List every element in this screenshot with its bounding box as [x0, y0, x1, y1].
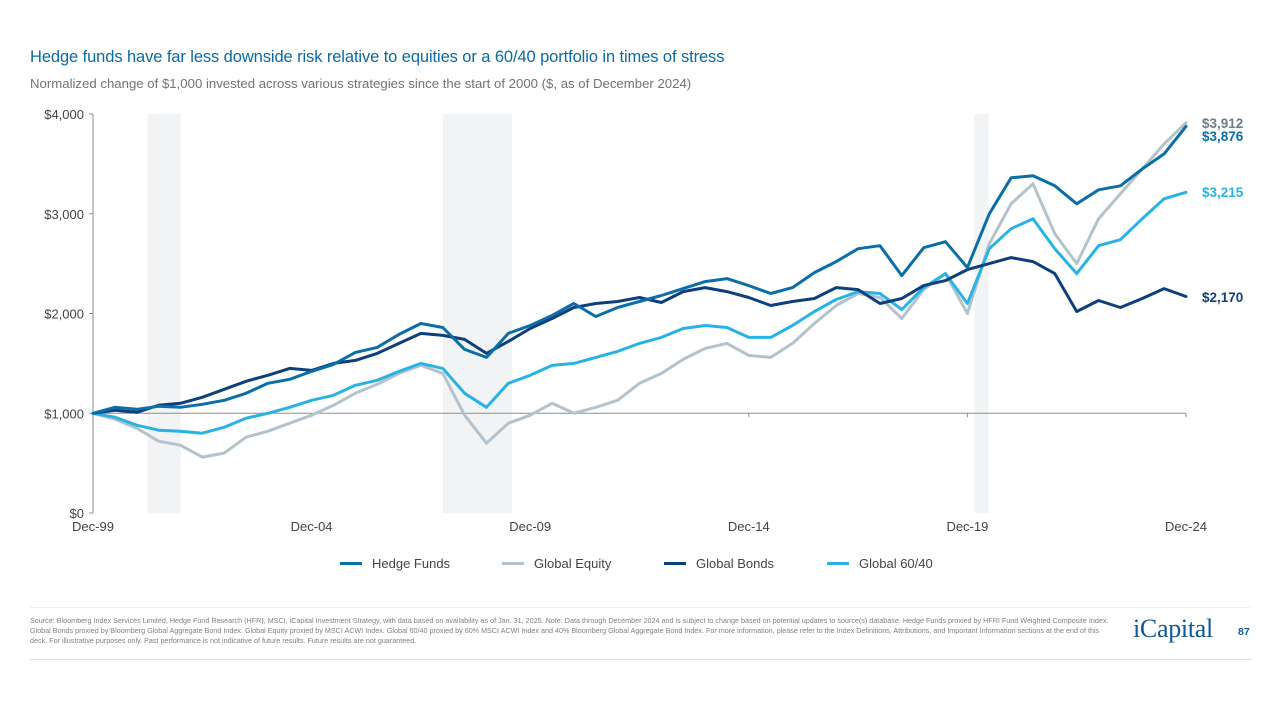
- end-label-global-bonds: $2,170: [1202, 290, 1243, 305]
- legend-label: Global 60/40: [859, 556, 933, 571]
- icapital-logo: iCapital: [1133, 614, 1213, 643]
- shaded-period: [974, 114, 989, 513]
- y-tick-label: $3,000: [44, 207, 84, 222]
- y-tick-label: $1,000: [44, 406, 84, 421]
- source-footnote: Source: Bloomberg Index Services Limited…: [30, 616, 1109, 645]
- series-line-hedge-funds: [91, 124, 1188, 415]
- legend-item-global-equity: Global Equity: [502, 556, 611, 571]
- x-tick-label: Dec-19: [946, 519, 988, 534]
- legend: Hedge Funds Global Equity Global Bonds G…: [0, 556, 1280, 578]
- footer-divider: [30, 659, 1252, 660]
- x-tick-label: Dec-14: [728, 519, 770, 534]
- shaded-period: [147, 114, 181, 513]
- legend-item-hedge-funds: Hedge Funds: [340, 556, 450, 571]
- shaded-periods: [147, 114, 989, 513]
- page-number: 87: [1238, 626, 1250, 638]
- y-tick-label: $2,000: [44, 307, 84, 322]
- y-tick-label: $0: [70, 506, 84, 521]
- chart-title: Hedge funds have far less downside risk …: [30, 48, 725, 66]
- end-label-global-equity: $3,912: [1202, 116, 1243, 131]
- end-label-hedge-funds: $3,876: [1202, 129, 1244, 144]
- chart-subtitle: Normalized change of $1,000 invested acr…: [30, 76, 692, 91]
- footer-divider-top: [30, 607, 1250, 608]
- legend-swatch-global-60-40: [827, 562, 849, 565]
- legend-label: Global Bonds: [696, 556, 775, 571]
- legend-swatch-global-equity: [502, 562, 524, 565]
- legend-item-global-60-40: Global 60/40: [827, 556, 933, 571]
- legend-swatch-hedge-funds: [340, 562, 362, 565]
- series-line-global-equity: [91, 121, 1188, 459]
- axes: $0 $1,000 $2,000 $3,000 $4,000 Dec-99 Dec-04 De…: [44, 107, 1207, 534]
- legend-label: Global Equity: [534, 556, 612, 571]
- series-lines: [91, 121, 1188, 459]
- x-tick-label: Dec-09: [509, 519, 551, 534]
- legend-item-global-bonds: Global Bonds: [664, 556, 774, 571]
- legend-swatch-global-bonds: [664, 562, 686, 565]
- end-labels: $3,876$3,912 $2,170 $3,215: [1202, 116, 1244, 305]
- shaded-period: [442, 114, 512, 513]
- x-tick-label: Dec-24: [1165, 519, 1207, 534]
- x-tick-label: Dec-99: [72, 519, 114, 534]
- series-line-global-60-40: [91, 190, 1188, 435]
- end-label-global-60-40: $3,215: [1202, 185, 1244, 200]
- series-line-global-bonds: [91, 256, 1188, 415]
- x-tick-label: Dec-04: [291, 519, 333, 534]
- legend-label: Hedge Funds: [372, 556, 451, 571]
- y-tick-label: $4,000: [44, 107, 84, 122]
